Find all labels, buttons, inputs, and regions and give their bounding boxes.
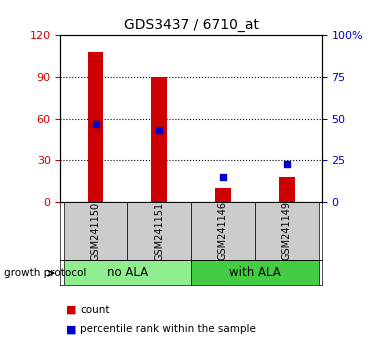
Text: ■: ■	[66, 305, 77, 315]
Text: percentile rank within the sample: percentile rank within the sample	[80, 324, 256, 334]
Text: no ALA: no ALA	[107, 266, 148, 279]
Text: growth protocol: growth protocol	[4, 268, 86, 278]
Text: GSM241151: GSM241151	[154, 201, 164, 261]
Text: GSM241149: GSM241149	[282, 201, 292, 261]
Bar	[215, 188, 231, 202]
Text: ■: ■	[66, 324, 77, 334]
Title: GDS3437 / 6710_at: GDS3437 / 6710_at	[124, 18, 259, 32]
Text: count: count	[80, 305, 110, 315]
FancyBboxPatch shape	[64, 202, 128, 260]
FancyBboxPatch shape	[191, 260, 319, 285]
FancyBboxPatch shape	[128, 202, 191, 260]
FancyBboxPatch shape	[191, 202, 255, 260]
Bar	[279, 177, 295, 202]
Bar	[87, 52, 103, 202]
Text: GSM241150: GSM241150	[90, 201, 101, 261]
FancyBboxPatch shape	[255, 202, 319, 260]
Text: with ALA: with ALA	[229, 266, 281, 279]
Text: GSM241146: GSM241146	[218, 201, 228, 261]
Bar	[151, 77, 167, 202]
FancyBboxPatch shape	[64, 260, 191, 285]
